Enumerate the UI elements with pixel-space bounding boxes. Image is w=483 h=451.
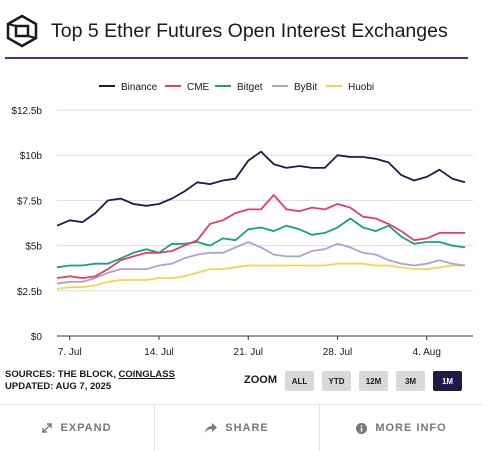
y-tick-label: $0 — [31, 332, 43, 343]
footer-actions: EXPAND SHARE MORE INFO — [0, 404, 483, 451]
series-line-cme[interactable] — [56, 194, 465, 280]
x-tick-label: 4. Aug — [413, 347, 441, 358]
line-chart: $0 $2.5b $5b $7.5b $10b $12.5b 7. Jul 14. Jul 21… — [11, 82, 473, 358]
coinglass-link[interactable]: COINGLASS — [118, 369, 175, 380]
zoom-label: ZOOM — [244, 374, 277, 386]
more-info-label: MORE INFO — [375, 422, 447, 434]
zoom-all-button[interactable]: ALL — [285, 371, 314, 391]
legend-label-binance[interactable]: Binance — [121, 82, 158, 93]
x-tick-label: 28. Jul — [323, 347, 352, 358]
expand-icon — [42, 423, 53, 433]
share-button[interactable]: SHARE — [155, 405, 319, 451]
expand-label: EXPAND — [60, 422, 112, 434]
legend-label-cme[interactable]: CME — [187, 82, 210, 93]
x-tick-label: 21. Jul — [234, 347, 263, 358]
zoom-3m-button[interactable]: 3M — [396, 371, 425, 391]
footer-divider — [319, 405, 320, 451]
share-icon — [205, 423, 218, 433]
share-label: SHARE — [225, 422, 269, 434]
legend-label-huobi[interactable]: Huobi — [348, 82, 374, 93]
y-tick-label: $2.5b — [17, 287, 42, 298]
sources-prefix: SOURCES: THE BLOCK, — [5, 369, 116, 380]
title-divider — [5, 57, 468, 59]
x-tick-label: 14. Jul — [144, 347, 173, 358]
updated-date: UPDATED: AUG 7, 2025 — [5, 381, 112, 392]
info-icon — [356, 422, 368, 434]
y-tick-label: $5b — [25, 242, 42, 253]
series-line-bitget[interactable] — [56, 217, 466, 269]
series-line-huobi[interactable] — [56, 262, 465, 290]
y-tick-label: $7.5b — [17, 196, 42, 207]
footer-divider — [154, 405, 155, 451]
the-block-logo-icon — [6, 14, 38, 48]
series-line-bybit[interactable] — [56, 241, 466, 285]
chart-title: Top 5 Ether Futures Open Interest Exchan… — [51, 20, 448, 42]
zoom-ytd-button[interactable]: YTD — [322, 371, 351, 391]
y-tick-label: $12.5b — [11, 106, 42, 117]
legend-label-bitget[interactable]: Bitget — [237, 82, 263, 93]
more-info-button[interactable]: MORE INFO — [320, 405, 483, 451]
expand-button[interactable]: EXPAND — [0, 405, 154, 451]
x-tick-label: 7. Jul — [58, 347, 82, 358]
zoom-1m-button[interactable]: 1M — [433, 371, 462, 391]
zoom-12m-button[interactable]: 12M — [359, 371, 388, 391]
series-line-binance[interactable] — [56, 150, 466, 227]
chart-header: Top 5 Ether Futures Open Interest Exchan… — [0, 0, 483, 59]
legend-label-bybit[interactable]: ByBit — [294, 82, 318, 93]
y-tick-label: $10b — [20, 151, 43, 162]
sources-block: SOURCES: THE BLOCK, COINGLASS UPDATED: A… — [5, 369, 175, 393]
